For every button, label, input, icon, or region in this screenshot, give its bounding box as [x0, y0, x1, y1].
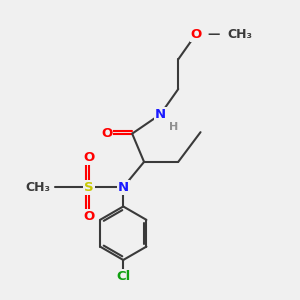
Text: O: O: [101, 127, 112, 140]
Text: S: S: [84, 181, 94, 194]
Text: CH₃: CH₃: [26, 181, 50, 194]
Text: —: —: [207, 28, 220, 40]
Text: N: N: [118, 181, 129, 194]
Text: CH₃: CH₃: [227, 28, 252, 40]
Text: O: O: [83, 210, 95, 224]
Text: Cl: Cl: [116, 270, 130, 283]
Text: O: O: [83, 151, 95, 164]
Text: H: H: [169, 122, 178, 132]
Text: O: O: [190, 28, 202, 40]
Text: N: N: [155, 108, 166, 121]
